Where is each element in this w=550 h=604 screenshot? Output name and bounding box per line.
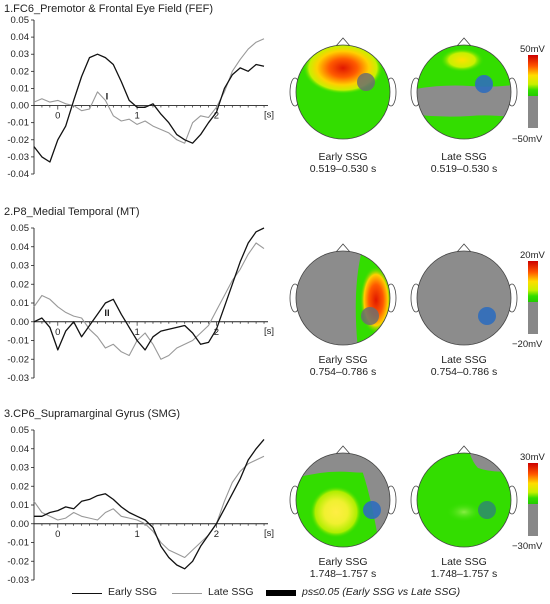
colorbar-cp6-min: −30mV (512, 541, 543, 552)
y-tick-label: 0.05 (11, 425, 30, 436)
legend-early-label: Early SSG (108, 586, 158, 598)
y-tick-label: 0.05 (11, 15, 30, 26)
x-tick-label: 2 (214, 327, 219, 338)
y-tick-label: 0.05 (11, 223, 30, 234)
legend-sig-label: ps≤0.05 (Early SSG vs Late SSG) (302, 586, 461, 598)
y-tick-label: 0.03 (11, 463, 30, 474)
topomap-p8-early-time: 0.754–0.786 s (310, 366, 377, 378)
colorbar-p8-max: 20mV (520, 250, 545, 261)
colorbar-fc6-min: −50mV (512, 134, 543, 145)
colorbar-fc6 (528, 55, 538, 128)
x-tick-label: 1 (134, 529, 139, 540)
x-tick-label: 2 (214, 529, 219, 540)
topomap-p8-early-label: Early SSG (318, 354, 367, 366)
y-tick-label: -0.03 (7, 373, 29, 384)
topomap-cp6-late-time: 1.748–1.757 s (431, 568, 498, 580)
y-tick-label: -0.02 (7, 354, 29, 365)
series-line-early-ssg (33, 227, 265, 351)
y-tick-label: -0.04 (7, 169, 29, 180)
series-line-late-ssg (33, 38, 265, 144)
line-plot-0: 0.05 0.04 0.03 0.02 0.01 0.00 -0.01 -0.02 -0.03 -… (7, 15, 274, 180)
y-tick-label: -0.02 (7, 556, 29, 567)
y-tick-label: -0.03 (7, 152, 29, 163)
legend: Early SSG Late SSG ps≤0.05 (Early SSG vs… (0, 582, 550, 602)
series-line-late-ssg (33, 242, 265, 360)
series-line-late-ssg (33, 455, 265, 559)
topomap-cp6-early (289, 445, 397, 548)
topomap-p8-early (289, 243, 397, 346)
x-tick-label: 2 (214, 111, 219, 122)
topomap-fc6-late-label: Late SSG (441, 151, 487, 163)
y-tick-label: -0.03 (7, 575, 29, 586)
y-tick-label: -0.02 (7, 135, 29, 146)
topomap-fc6-early-label: Early SSG (318, 151, 367, 163)
line-plot-2: 0.05 0.04 0.03 0.02 0.01 0.00 -0.01 -0.02 -0.03 0… (7, 425, 274, 586)
y-tick-label: 0.04 (11, 444, 30, 455)
colorbar-cp6-max: 30mV (520, 452, 545, 463)
x-unit-label: [s] (264, 326, 274, 337)
colorbar-p8 (528, 261, 538, 334)
topomap-p8-late-time: 0.754–0.786 s (431, 366, 498, 378)
y-tick-label: 0.03 (11, 261, 30, 272)
y-tick-label: 0.04 (11, 32, 30, 43)
y-tick-label: -0.01 (7, 336, 29, 347)
x-tick-label: 0 (55, 327, 60, 338)
line-plot-1: 0.05 0.04 0.03 0.02 0.01 0.00 -0.01 -0.02 -0.03 0… (7, 223, 274, 384)
panel-title-fc6: 1.FC6_Premotor & Frontal Eye Field (FEF) (4, 3, 214, 15)
y-tick-label: 0.02 (11, 279, 30, 290)
topomap-fc6-early-time: 0.519–0.530 s (310, 163, 377, 175)
panel-title-cp6: 3.CP6_Supramarginal Gyrus (SMG) (4, 408, 181, 420)
x-tick-label: 0 (55, 529, 60, 540)
y-tick-label: 0.01 (11, 83, 30, 94)
y-tick-label: 0.02 (11, 481, 30, 492)
colorbar-fc6-max: 50mV (520, 44, 545, 55)
x-tick-label: 1 (134, 111, 139, 122)
legend-early-swatch (72, 593, 102, 594)
line-plots: 0.05 0.04 0.03 0.02 0.01 0.00 -0.01 -0.02 -0.03 -… (7, 15, 274, 586)
legend-late-label: Late SSG (208, 586, 254, 598)
topomap-fc6-late-time: 0.519–0.530 s (431, 163, 498, 175)
y-tick-label: -0.01 (7, 118, 29, 129)
y-tick-label: 0.00 (11, 101, 30, 112)
y-tick-label: 0.01 (11, 500, 30, 511)
topomap-cp6-early-time: 1.748–1.757 s (310, 568, 377, 580)
y-tick-label: 0.02 (11, 66, 30, 77)
legend-sig-swatch (266, 590, 296, 596)
panel-title-p8: 2.P8_Medial Temporal (MT) (4, 206, 140, 218)
series-line-early-ssg (34, 438, 265, 570)
topomap-p8-late (410, 243, 518, 346)
x-tick-label: 0 (55, 111, 60, 122)
colorbar-p8-min: −20mV (512, 339, 543, 350)
topomap-cp6-late (410, 445, 518, 548)
legend-late-swatch (172, 593, 202, 594)
x-unit-label: [s] (264, 528, 274, 539)
topomap-p8-late-label: Late SSG (441, 354, 487, 366)
y-tick-label: -0.01 (7, 538, 29, 549)
topomap-fc6-early (289, 37, 397, 140)
y-tick-label: 0.01 (11, 298, 30, 309)
x-unit-label: [s] (264, 110, 274, 121)
y-tick-label: 0.00 (11, 519, 30, 530)
series-line-early-ssg (33, 53, 265, 163)
significance-marker: I (106, 92, 109, 103)
y-tick-label: 0.00 (11, 317, 30, 328)
topomap-cp6-late-label: Late SSG (441, 556, 487, 568)
x-tick-label: 1 (134, 327, 139, 338)
topomap-cp6-early-label: Early SSG (318, 556, 367, 568)
significance-marker: II (104, 308, 109, 319)
y-tick-label: 0.04 (11, 242, 30, 253)
y-tick-label: 0.03 (11, 49, 30, 60)
topomap-fc6-late (410, 37, 518, 140)
colorbar-cp6 (528, 463, 538, 536)
